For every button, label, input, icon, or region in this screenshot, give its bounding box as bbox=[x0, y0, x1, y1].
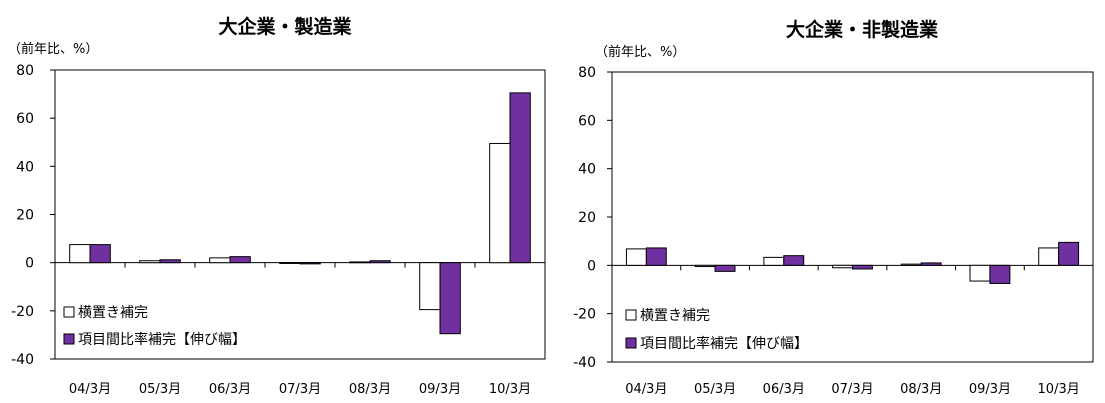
x-category-label: 10/3月 bbox=[1038, 382, 1080, 397]
bar-horizontal-complement bbox=[209, 257, 231, 264]
bar-horizontal-complement bbox=[69, 244, 91, 264]
bar-ratio-complement bbox=[714, 264, 736, 272]
legend-swatch bbox=[625, 337, 637, 349]
bar-ratio-complement bbox=[299, 262, 321, 265]
bar-ratio-complement bbox=[920, 262, 942, 266]
y-tick-label: 0 bbox=[587, 258, 596, 274]
x-category-label: 05/3月 bbox=[139, 382, 181, 397]
y-tick-label: 60 bbox=[16, 111, 34, 127]
x-category-label: 08/3月 bbox=[349, 382, 391, 397]
chart-panel-non-manufacturing: 大企業・非製造業 （前年比、%） -40 -20 0 20 40 60 80 04/3月 05/3月… bbox=[573, 18, 1094, 397]
x-category-label: 09/3月 bbox=[419, 382, 461, 397]
y-tick-label: 20 bbox=[16, 208, 34, 224]
bar-horizontal-complement bbox=[349, 261, 371, 264]
chart-title: 大企業・非製造業 bbox=[786, 18, 939, 41]
bar-ratio-complement bbox=[852, 264, 873, 270]
bar-horizontal-complement bbox=[625, 248, 647, 266]
bar-horizontal-complement bbox=[1038, 247, 1060, 266]
bar-horizontal-complement bbox=[139, 260, 161, 264]
bar-ratio-complement bbox=[783, 255, 805, 266]
bar-horizontal-complement bbox=[694, 264, 716, 268]
bar-horizontal-complement bbox=[969, 264, 991, 282]
x-category-label: 07/3月 bbox=[279, 382, 321, 397]
legend-label: 項目間比率補完【伸び幅】 bbox=[78, 331, 246, 348]
x-category-label: 04/3月 bbox=[69, 382, 111, 397]
y-tick-label: 80 bbox=[578, 65, 596, 81]
y-unit-label: （前年比、%） bbox=[8, 41, 98, 57]
y-tick-label: -40 bbox=[11, 352, 34, 368]
bar-horizontal-complement bbox=[419, 262, 441, 311]
bar-ratio-complement bbox=[1058, 241, 1080, 266]
chart-panel-manufacturing: 大企業・製造業 （前年比、%） -40 -20 0 20 40 60 80 04/3月 05/3月 0… bbox=[8, 15, 546, 397]
x-category-label: 09/3月 bbox=[969, 382, 1011, 397]
y-tick-label: 40 bbox=[16, 159, 34, 175]
bar-ratio-complement bbox=[645, 247, 667, 266]
legend-label: 項目間比率補完【伸び幅】 bbox=[640, 335, 808, 352]
y-tick-label: 80 bbox=[16, 63, 34, 79]
y-tick-label: 60 bbox=[578, 113, 596, 129]
y-tick-label: 20 bbox=[578, 210, 596, 226]
x-category-label: 07/3月 bbox=[831, 382, 873, 397]
bar-ratio-complement bbox=[229, 256, 251, 264]
bar-ratio-complement bbox=[369, 260, 391, 264]
legend-swatch bbox=[625, 309, 637, 321]
bar-ratio-complement bbox=[509, 92, 531, 264]
bar-horizontal-complement bbox=[489, 142, 511, 264]
legend-label: 横置き補完 bbox=[78, 305, 148, 321]
y-tick-label: 0 bbox=[25, 256, 34, 272]
bar-horizontal-complement bbox=[279, 262, 301, 264]
y-tick-label: 40 bbox=[578, 162, 596, 178]
bar-ratio-complement bbox=[89, 244, 111, 264]
x-category-label: 08/3月 bbox=[900, 382, 942, 397]
bar-horizontal-complement bbox=[832, 264, 854, 269]
y-tick-label: -20 bbox=[573, 307, 596, 323]
bar-ratio-complement bbox=[439, 262, 461, 335]
y-tick-label: -20 bbox=[11, 304, 34, 320]
x-category-label: 04/3月 bbox=[625, 382, 667, 397]
legend-swatch bbox=[63, 306, 75, 318]
bar-ratio-complement bbox=[989, 264, 1011, 284]
x-category-label: 05/3月 bbox=[694, 382, 736, 397]
bar-horizontal-complement bbox=[763, 256, 785, 266]
bar-horizontal-complement bbox=[900, 263, 922, 266]
x-category-label: 06/3月 bbox=[763, 382, 805, 397]
y-tick-label: -40 bbox=[573, 355, 596, 371]
legend-label: 横置き補完 bbox=[640, 308, 710, 324]
y-unit-label: （前年比、%） bbox=[595, 44, 685, 60]
legend-swatch bbox=[63, 333, 75, 345]
chart-title: 大企業・製造業 bbox=[218, 15, 352, 38]
bar-ratio-complement bbox=[159, 259, 181, 264]
x-category-label: 10/3月 bbox=[489, 382, 531, 397]
x-category-label: 06/3月 bbox=[209, 382, 251, 397]
